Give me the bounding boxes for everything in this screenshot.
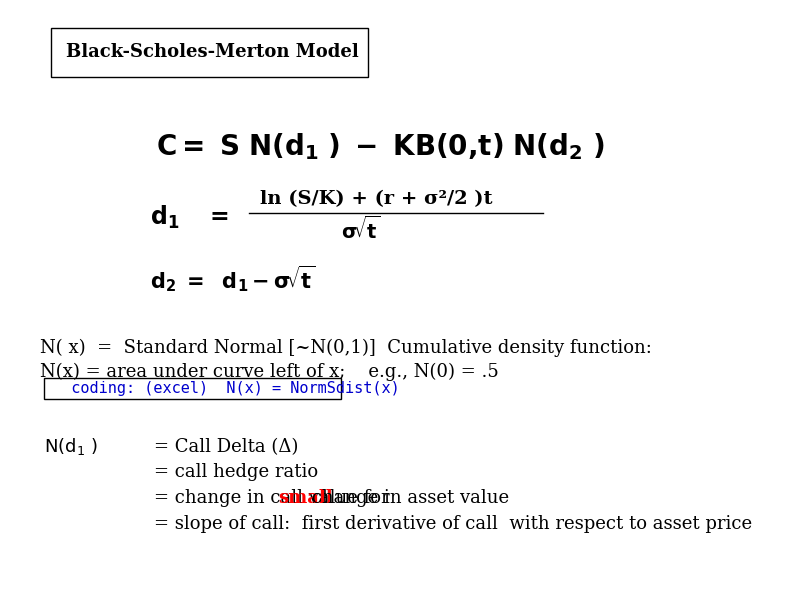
FancyBboxPatch shape <box>44 378 341 399</box>
Text: Black-Scholes-Merton Model: Black-Scholes-Merton Model <box>66 43 359 61</box>
Text: $\mathbf{\sigma\!\sqrt{t}}$: $\mathbf{\sigma\!\sqrt{t}}$ <box>341 216 380 243</box>
Text: $\mathrm{N(d_1\ )}$: $\mathrm{N(d_1\ )}$ <box>44 436 97 457</box>
Text: ln (S/K) + (r + σ²/2 )t: ln (S/K) + (r + σ²/2 )t <box>260 190 493 208</box>
Text: $\mathbf{d_1}$: $\mathbf{d_1}$ <box>150 204 180 231</box>
Text: N( x)  =  Standard Normal [~N(0,1)]  Cumulative density function:: N( x) = Standard Normal [~N(0,1)] Cumula… <box>40 338 652 357</box>
FancyBboxPatch shape <box>51 28 368 76</box>
Text: change in asset value: change in asset value <box>307 489 509 507</box>
Text: = change in call value for: = change in call value for <box>154 489 396 507</box>
Text: = call hedge ratio: = call hedge ratio <box>154 463 318 482</box>
Text: coding: (excel)  N(x) = NormSdist(x): coding: (excel) N(x) = NormSdist(x) <box>53 381 400 396</box>
Text: N(x) = area under curve left of x;    e.g., N(0) = .5: N(x) = area under curve left of x; e.g.,… <box>40 363 498 381</box>
Text: = slope of call:  first derivative of call  with respect to asset price: = slope of call: first derivative of cal… <box>154 515 752 533</box>
Text: $\mathbf{C = \ S\ N(d_1\ ) \ - \ KB(0{,}t)\ N(d_2\ )}$: $\mathbf{C = \ S\ N(d_1\ ) \ - \ KB(0{,}… <box>156 132 604 162</box>
Text: = Call Delta (Δ): = Call Delta (Δ) <box>154 438 299 456</box>
Text: =: = <box>210 205 230 230</box>
Text: small: small <box>278 489 333 507</box>
Text: $\mathbf{d_2 \ = \ \ d_1 - \sigma\!\sqrt{t}}$: $\mathbf{d_2 \ = \ \ d_1 - \sigma\!\sqrt… <box>150 263 316 294</box>
